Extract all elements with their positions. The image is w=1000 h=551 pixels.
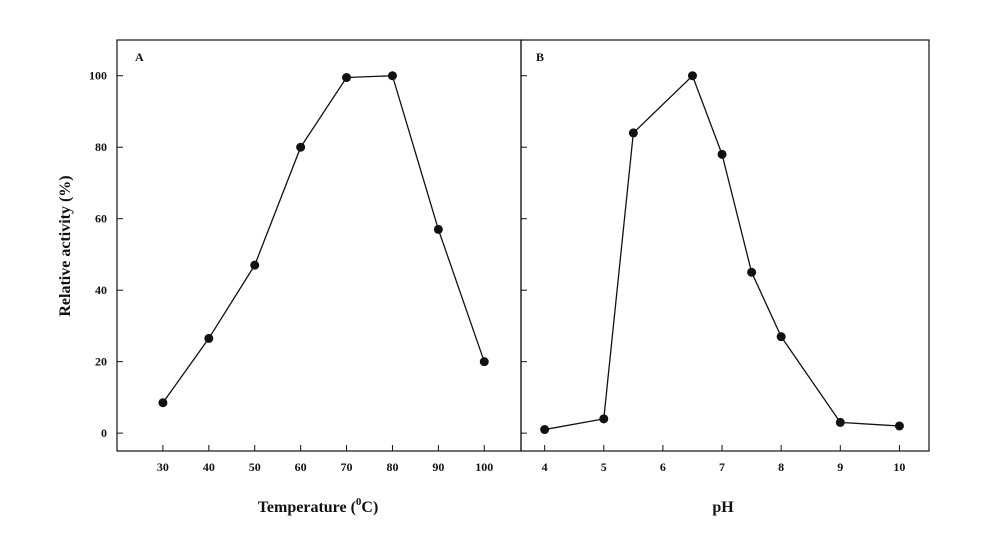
panel-b-series [540, 71, 904, 434]
panel-a-x-axis-title-end: C) [361, 499, 378, 516]
panel-b-series-0-line [545, 76, 900, 430]
panel-a-series-0-line [163, 76, 484, 403]
panel-b-ticks: 4 5 6 7 8 9 10 [521, 76, 905, 474]
panel-b-x-tick-label-1: 5 [601, 460, 607, 474]
panel-b-x-tick-label-3: 7 [719, 460, 725, 474]
panel-a-x-tick-label-6: 90 [432, 460, 444, 474]
panel-a-x-tick-label-3: 60 [295, 460, 307, 474]
panel-b-x-axis-title: pH [712, 499, 734, 516]
panel-b-series-0-point-8 [895, 421, 904, 430]
panel-a-x-tick-label-1: 40 [203, 460, 215, 474]
panel-a-ticks: 30 40 50 60 70 80 90 100 0 20 40 60 80 100 [89, 69, 493, 474]
panel-a-x-axis-title-main: Temperature ( [258, 499, 356, 516]
panel-b-series-0-point-4 [718, 150, 727, 159]
panel-a-y-tick-label-4: 80 [95, 140, 107, 154]
panel-a-y-tick-label-0: 0 [101, 426, 107, 440]
panel-a-x-tick-label-7: 100 [475, 460, 493, 474]
panel-a: A 30 40 50 60 70 80 90 100 0 20 40 60 80 100 Relative… [57, 40, 521, 516]
panel-a-letter: A [135, 50, 144, 64]
panel-b-frame [521, 40, 929, 451]
panel-a-frame [117, 40, 521, 451]
panel-b-x-tick-label-5: 9 [837, 460, 843, 474]
panel-a-series-0-point-5 [388, 71, 397, 80]
panel-a-series [158, 71, 488, 407]
panel-b-series-0-point-5 [747, 268, 756, 277]
panel-b: B 4 5 6 7 8 9 10 pH [521, 40, 929, 516]
panel-a-y-tick-label-2: 40 [95, 283, 107, 297]
panel-b-letter: B [536, 50, 544, 64]
panel-b-series-0-point-1 [599, 414, 608, 423]
panel-a-series-0-point-2 [250, 261, 259, 270]
panel-a-series-0-point-3 [296, 143, 305, 152]
panel-b-x-tick-label-2: 6 [660, 460, 666, 474]
panel-a-series-0-point-7 [480, 357, 489, 366]
panel-b-series-0-point-3 [688, 71, 697, 80]
panel-b-series-0-point-7 [836, 418, 845, 427]
panel-a-series-0-point-1 [204, 334, 213, 343]
panel-b-x-tick-label-4: 8 [778, 460, 784, 474]
panel-a-x-axis-title: Temperature (0C) [258, 496, 379, 516]
panel-a-x-tick-label-4: 70 [341, 460, 353, 474]
panel-b-series-0-point-0 [540, 425, 549, 434]
panel-a-series-0-point-0 [158, 398, 167, 407]
panel-b-series-0-point-2 [629, 128, 638, 137]
panel-a-y-tick-label-3: 60 [95, 212, 107, 226]
panel-b-series-0-point-6 [777, 332, 786, 341]
panel-a-x-tick-label-5: 80 [386, 460, 398, 474]
panel-b-x-tick-label-0: 4 [542, 460, 548, 474]
panel-a-y-tick-label-1: 20 [95, 355, 107, 369]
panel-a-x-tick-label-2: 50 [249, 460, 261, 474]
panel-a-y-axis-title: Relative activity (%) [57, 175, 74, 316]
panel-a-series-0-point-6 [434, 225, 443, 234]
panel-a-series-0-point-4 [342, 73, 351, 82]
panel-a-x-tick-label-0: 30 [157, 460, 169, 474]
panel-b-x-tick-label-6: 10 [893, 460, 905, 474]
panel-a-y-tick-label-5: 100 [89, 69, 107, 83]
